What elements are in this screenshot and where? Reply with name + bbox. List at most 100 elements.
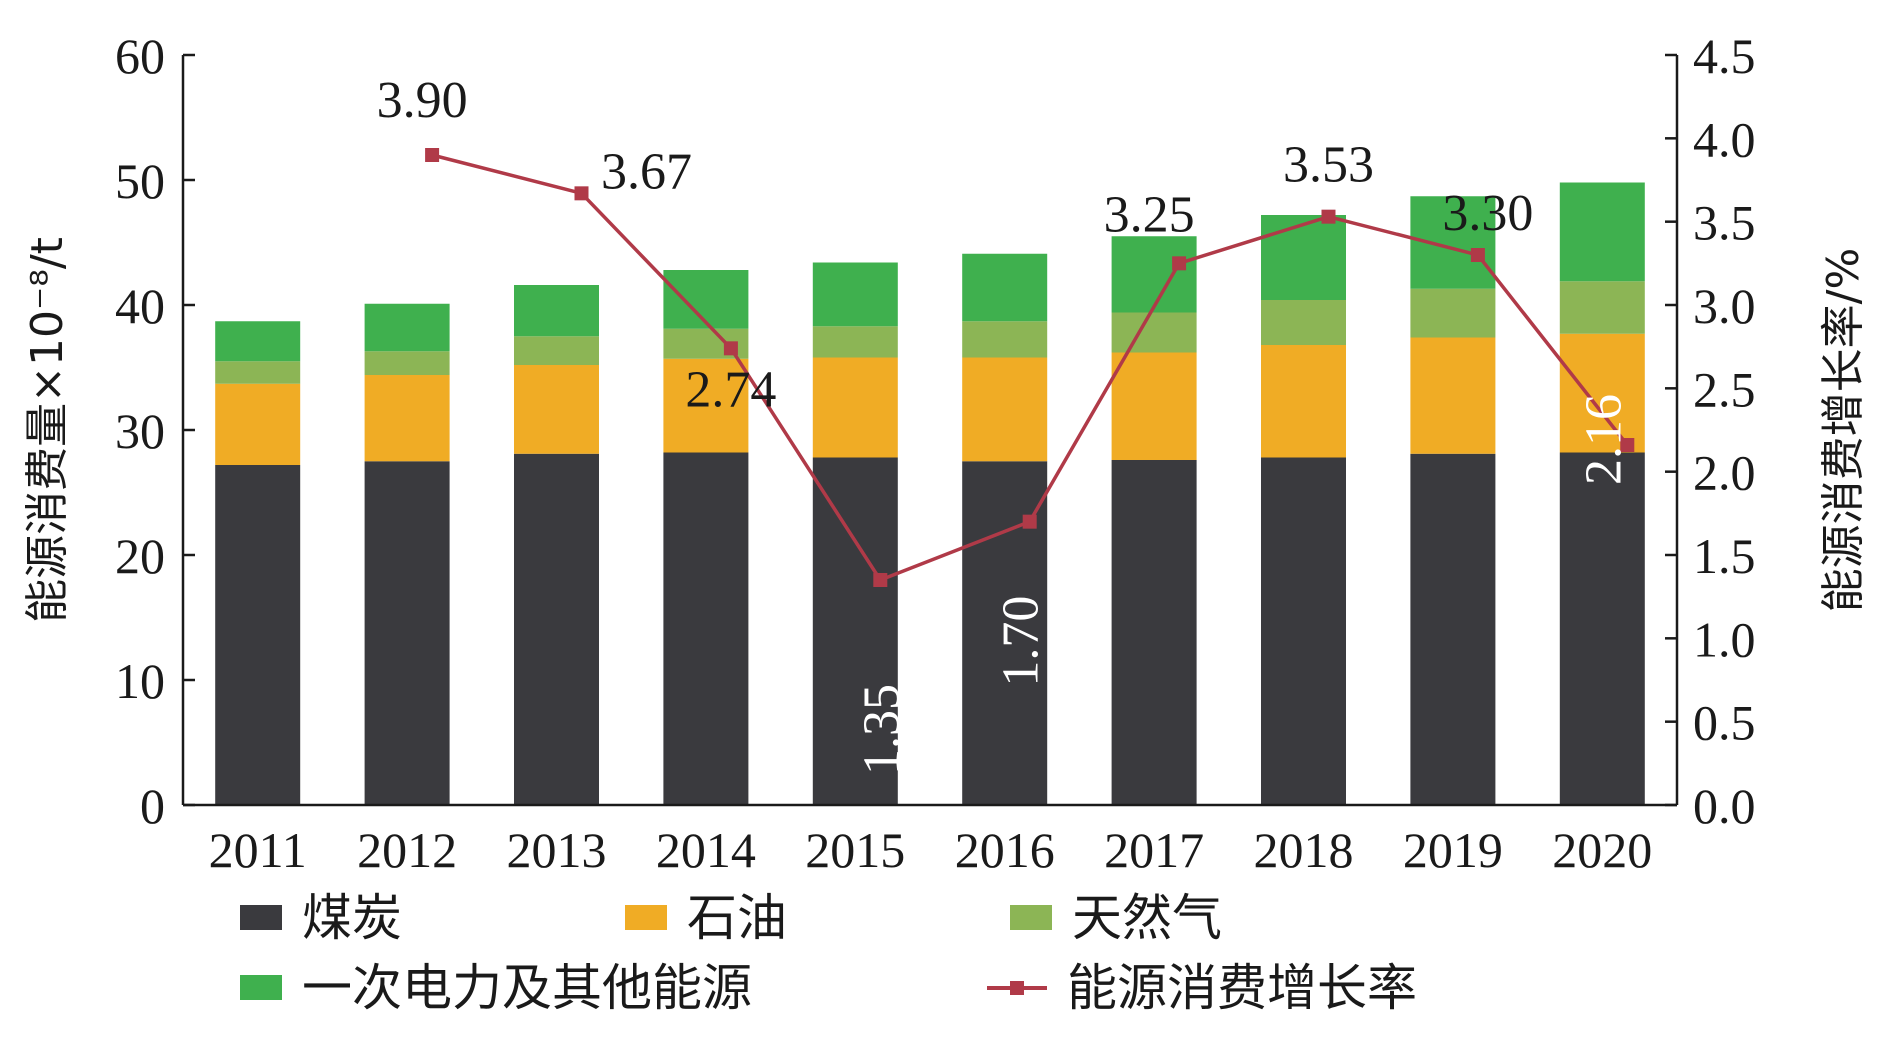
- bar-2020-series-3: [1559, 182, 1645, 282]
- bar-2012-series-2: [364, 351, 450, 375]
- bar-2020-series-1: [1559, 333, 1645, 453]
- right-tick-label: 0.5: [1693, 695, 1756, 751]
- legend-item-1: 石油: [625, 889, 787, 947]
- growth-marker-2016: [1022, 514, 1037, 529]
- growth-marker-2014: [723, 341, 738, 356]
- legend-item-4: 能源消费增长率: [987, 959, 1417, 1017]
- bar-2011-series-2: [215, 361, 301, 384]
- bar-2019-series-0: [1410, 453, 1496, 805]
- x-tick-label: 2014: [656, 822, 756, 878]
- growth-data-label: 2.16: [1575, 394, 1632, 485]
- legend-label: 一次电力及其他能源: [302, 959, 752, 1017]
- left-tick-label: 50: [115, 153, 165, 209]
- axes-layer: 0 10 20 30 40 50 60 0.0 0.5 1.0 1.5 2.0 2.5 3.0 3.5 4.0…: [22, 28, 1869, 878]
- growth-marker-2013: [574, 186, 589, 201]
- growth-marker-2015: [873, 573, 888, 587]
- x-tick-label: 2015: [805, 822, 905, 878]
- right-tick-label: 3.5: [1693, 195, 1756, 251]
- bar-2018-series-0: [1261, 457, 1346, 805]
- right-axis-title: 能源消费增长率/%: [1818, 248, 1869, 613]
- bar-2012-series-3: [364, 303, 450, 352]
- legend-swatch: [625, 905, 667, 930]
- bar-2017-series-2: [1111, 312, 1197, 353]
- bars-layer: [215, 182, 1645, 805]
- bar-2016-series-1: [962, 357, 1048, 462]
- growth-data-label: 1.35: [853, 684, 910, 775]
- growth-data-label: 3.67: [601, 143, 692, 200]
- growth-data-label: 3.25: [1104, 186, 1195, 243]
- bar-2013-series-0: [514, 453, 599, 805]
- legend-item-3: 一次电力及其他能源: [240, 959, 752, 1017]
- growth-marker-2018: [1321, 209, 1336, 224]
- growth-data-label: 1.70: [993, 596, 1050, 687]
- bar-2015-series-0: [812, 457, 898, 805]
- left-tick-label: 0: [140, 778, 165, 834]
- legend-swatch: [240, 975, 282, 1000]
- bar-2013-series-2: [514, 336, 599, 365]
- bar-2016-series-3: [962, 253, 1048, 322]
- bar-2016-series-2: [962, 321, 1048, 358]
- bar-2015-series-2: [812, 326, 898, 358]
- right-tick-label: 1.0: [1693, 611, 1756, 667]
- bar-2017-series-0: [1111, 460, 1197, 805]
- x-tick-label: 2013: [507, 822, 607, 878]
- right-tick-label: 0.0: [1693, 778, 1756, 834]
- bar-2019-series-1: [1410, 337, 1496, 454]
- bar-2018-series-1: [1261, 345, 1346, 458]
- bar-2012-series-0: [364, 461, 450, 805]
- growth-line-layer: 3.90 3.67 2.74 1.35 1.70 3.25 3.53 3.30 2.16: [377, 72, 1635, 775]
- legend-label: 石油: [687, 889, 787, 947]
- right-tick-label: 4.0: [1693, 111, 1756, 167]
- legend-item-0: 煤炭: [240, 889, 402, 947]
- right-tick-label: 1.5: [1693, 528, 1756, 584]
- bar-2012-series-1: [364, 375, 450, 462]
- legend-label: 能源消费增长率: [1067, 959, 1417, 1017]
- bar-2011-series-3: [215, 321, 301, 362]
- x-tick-label: 2012: [357, 822, 457, 878]
- bar-2018-series-2: [1261, 300, 1346, 345]
- x-tick-label: 2011: [209, 822, 307, 878]
- bar-2014-series-0: [663, 452, 749, 805]
- growth-marker-2020: [1620, 438, 1635, 452]
- growth-data-label: 3.53: [1283, 137, 1374, 194]
- bar-2018-series-3: [1261, 215, 1346, 300]
- legend-label: 煤炭: [302, 889, 402, 947]
- growth-marker-2019: [1470, 248, 1485, 262]
- bar-2017-series-1: [1111, 352, 1197, 460]
- growth-marker-2012: [425, 148, 440, 162]
- left-tick-label: 20: [115, 528, 165, 584]
- growth-marker-2017: [1172, 256, 1187, 271]
- bar-2020-series-2: [1559, 281, 1645, 334]
- x-tick-label: 2018: [1254, 822, 1354, 878]
- legend-line-marker: [1010, 981, 1024, 995]
- legend-swatch: [240, 905, 282, 930]
- bar-2011-series-1: [215, 383, 301, 465]
- legend-label: 天然气: [1072, 889, 1222, 947]
- right-tick-label: 4.5: [1693, 28, 1756, 84]
- right-tick-label: 2.0: [1693, 445, 1756, 501]
- bar-2011-series-0: [215, 465, 301, 805]
- x-tick-label: 2017: [1104, 822, 1204, 878]
- left-axis-title: 能源消费量×10⁻⁸/t: [22, 237, 73, 623]
- bar-2015-series-3: [812, 262, 898, 327]
- legend-item-2: 天然气: [1010, 889, 1222, 947]
- growth-data-label: 2.74: [685, 361, 776, 418]
- bar-2013-series-1: [514, 365, 599, 454]
- bar-2013-series-3: [514, 285, 599, 337]
- right-tick-label: 3.0: [1693, 278, 1756, 334]
- left-tick-label: 30: [115, 403, 165, 459]
- bar-2020-series-0: [1559, 452, 1645, 805]
- bar-2014-series-3: [663, 270, 749, 329]
- left-tick-label: 40: [115, 278, 165, 334]
- left-tick-label: 10: [115, 653, 165, 709]
- growth-data-label: 3.30: [1442, 185, 1533, 242]
- right-tick-label: 2.5: [1693, 361, 1756, 417]
- x-tick-label: 2016: [955, 822, 1055, 878]
- x-tick-label: 2019: [1403, 822, 1503, 878]
- legend-swatch: [1010, 905, 1052, 930]
- bar-2017-series-3: [1111, 236, 1197, 313]
- growth-data-label: 3.90: [377, 72, 468, 129]
- bar-2015-series-1: [812, 357, 898, 458]
